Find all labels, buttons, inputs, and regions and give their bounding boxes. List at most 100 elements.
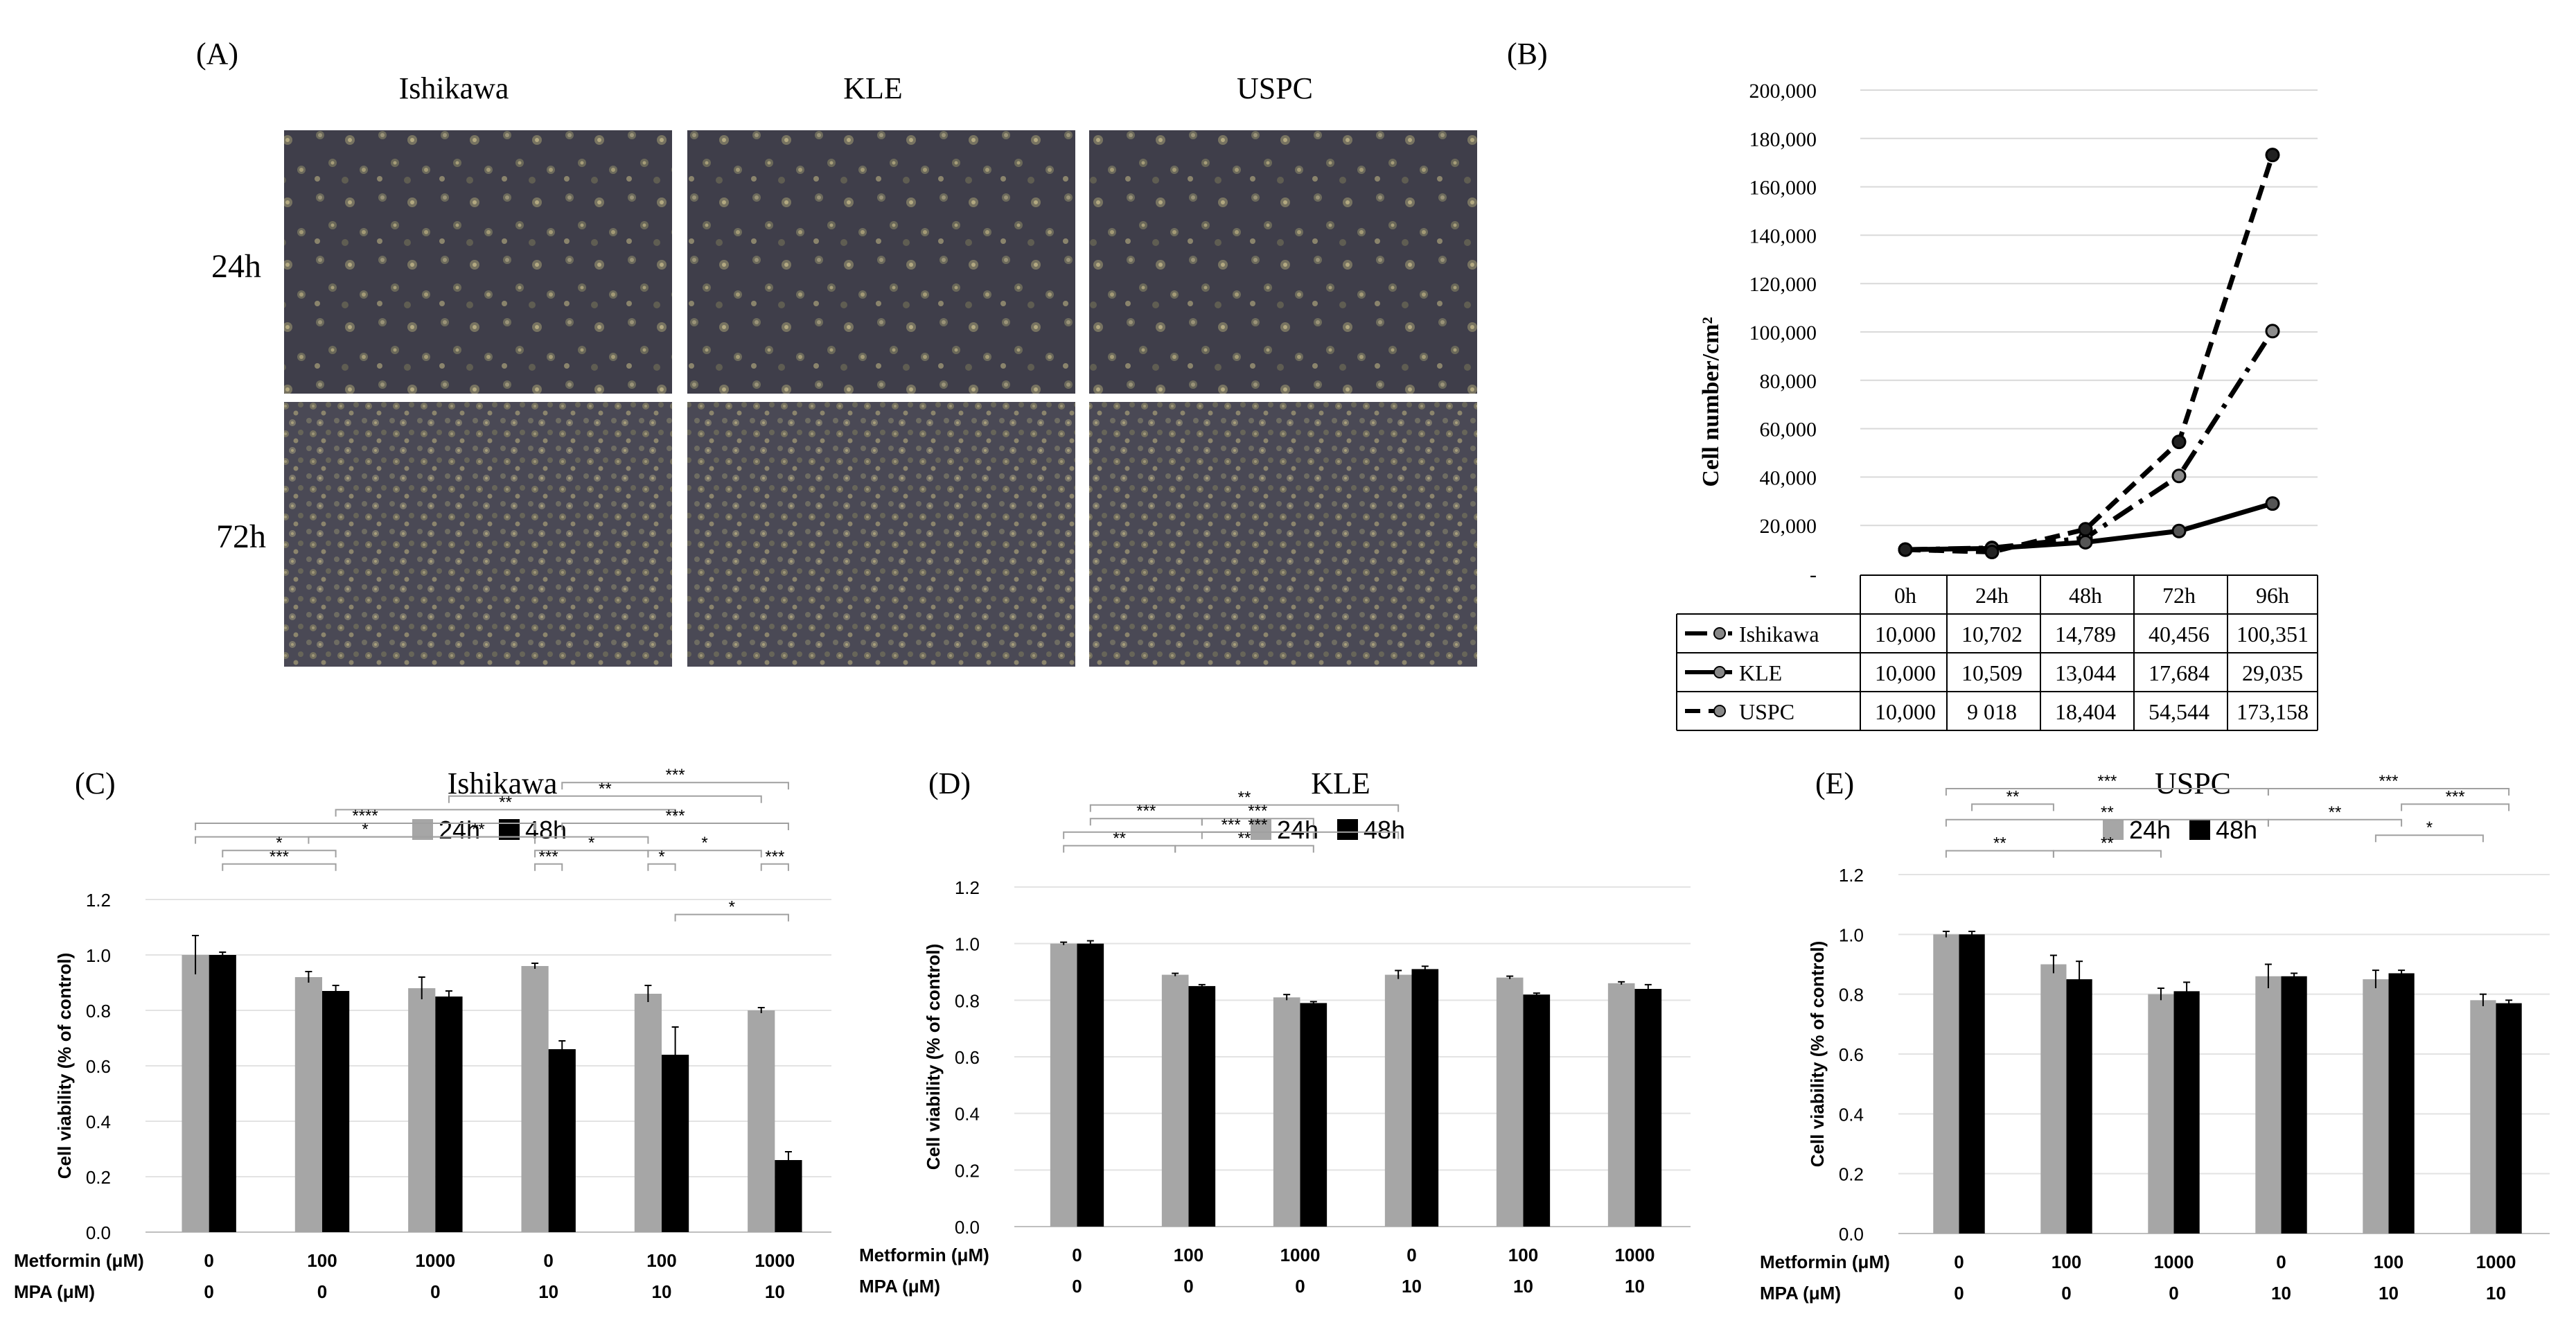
mpa-dose: 10 [765, 1281, 785, 1302]
significance-bracket [674, 913, 789, 922]
bar-24h [408, 988, 436, 1232]
significance-label: *** [666, 807, 685, 825]
panel-a-letter: (A) [196, 37, 238, 71]
data-table: 0h 24h 48h 72h 96h Ishikawa 10,000 10,702 14,789… [1676, 574, 2318, 731]
bar-24h [2040, 964, 2067, 1234]
bar-48h [2388, 973, 2415, 1234]
table-header: 72h [2162, 583, 2196, 608]
legend-label: Ishikawa [1739, 622, 1819, 647]
significance-label: *** [270, 848, 289, 866]
bar-24h [2148, 994, 2174, 1234]
micrograph-uspc-24h [1089, 130, 1477, 394]
metformin-dose: 100 [1508, 1245, 1538, 1265]
panel-a: (A) Ishikawa KLE USPC 24h 72h [196, 37, 1477, 667]
legend-label: USPC [1739, 699, 1794, 724]
y-tick-label: 0.8 [1839, 985, 1864, 1006]
y-tick-label: 40,000 [1760, 466, 1817, 489]
table-cell: 14,789 [2055, 622, 2116, 647]
bar-48h [1188, 985, 1216, 1227]
bar-24h [1050, 943, 1077, 1227]
y-tick-label: 140,000 [1749, 225, 1817, 247]
metformin-dose: 100 [646, 1250, 676, 1271]
data-point [2078, 534, 2093, 550]
significance-label: *** [1248, 816, 1267, 834]
mpa-dose: 0 [1954, 1283, 1964, 1304]
significance-bracket [1201, 818, 1314, 826]
significance-label: ** [2329, 803, 2342, 822]
mpa-dose: 0 [1295, 1276, 1305, 1297]
y-tick-label: 0.0 [86, 1222, 111, 1243]
y-tick-label: 60,000 [1760, 419, 1817, 441]
bar-48h [775, 1160, 802, 1232]
mpa-dose: 0 [430, 1281, 440, 1302]
mpa-dose: 10 [538, 1281, 558, 1302]
mpa-dose: 0 [1072, 1276, 1082, 1297]
y-tick-label: 100,000 [1749, 322, 1817, 344]
data-point [2171, 523, 2187, 538]
mpa-dose: 0 [204, 1281, 213, 1302]
gridlines [1860, 89, 2318, 527]
bar-24h [2470, 1000, 2496, 1234]
y-tick-label: 0.4 [1839, 1104, 1864, 1125]
row-label-metformin: Metformin (μM) [14, 1250, 144, 1271]
significance-label: * [701, 834, 707, 852]
data-point [2265, 324, 2280, 339]
bar-48h [322, 991, 350, 1232]
bar-24h [2255, 976, 2282, 1234]
y-tick-label: 1.2 [86, 890, 111, 911]
table-cell: 10,509 [1961, 660, 2022, 685]
significance-label: *** [765, 848, 784, 866]
data-point [1984, 545, 2000, 560]
y-tick-label: 1.2 [1839, 865, 1864, 886]
row-label-mpa: MPA (μM) [1760, 1283, 1841, 1304]
data-point [2265, 148, 2280, 163]
table-header: 0h [1894, 583, 1916, 608]
significance-bracket [448, 795, 762, 803]
significance-label: **** [352, 807, 378, 825]
row-label-mpa: MPA (μM) [859, 1276, 940, 1297]
table-cell: 10,702 [1961, 622, 2022, 647]
significance-label: ** [2006, 787, 2020, 806]
significance-bracket [760, 863, 789, 871]
bar-24h [1933, 934, 1959, 1234]
significance-bracket [1201, 831, 1314, 839]
panel-b: (B) Cell number/cm² 200,000 180,000 160,00… [1507, 37, 2318, 731]
significance-label: * [276, 834, 282, 852]
panel-letter: (D) [928, 766, 971, 800]
mpa-dose: 0 [317, 1281, 327, 1302]
chart-title: KLE [1311, 766, 1370, 800]
mpa-dose: 0 [1183, 1276, 1193, 1297]
data-point [1898, 542, 1913, 557]
legend-swatch-48h [1337, 819, 1358, 840]
significance-bracket [195, 823, 536, 830]
bar-24h [294, 977, 322, 1232]
bar-24h [1273, 997, 1300, 1227]
micrograph-uspc-72h [1089, 402, 1477, 667]
bar-24h [521, 966, 549, 1232]
table-cell: 18,404 [2055, 699, 2116, 724]
significance-label: ** [1113, 829, 1126, 848]
table-cell: 173,158 [2237, 699, 2309, 724]
table-cell: 17,684 [2149, 660, 2209, 685]
y-tick-label: 200,000 [1749, 80, 1817, 103]
y-tick-label: 0.0 [955, 1217, 980, 1238]
bar-panel-uspc: (E) USPC 24h 48h 0.0 0.2 0.4 0.6 0.8 1.0 1.2 Cell v… [1760, 766, 2550, 1304]
significance-label: ** [1993, 834, 2006, 853]
significance-label: *** [666, 766, 685, 784]
y-tick-label: 120,000 [1749, 273, 1817, 296]
significance-label: * [729, 898, 735, 917]
bar-48h [662, 1055, 689, 1232]
significance-label: *** [2446, 787, 2465, 806]
mpa-dose: 0 [2061, 1283, 2071, 1304]
legend-swatch-24h [1251, 819, 1271, 840]
bar-48h [209, 955, 236, 1232]
y-tick-label: 0.4 [955, 1104, 980, 1125]
significance-bracket [1089, 804, 1400, 812]
bar-48h [1634, 989, 1662, 1227]
data-point [2171, 435, 2187, 450]
bar-48h [2173, 991, 2200, 1234]
row-label-24h: 24h [211, 248, 261, 285]
bar-panel-ishikawa: (C) Ishikawa 24h 48h 0.0 0.2 0.4 0.6 0.8 1.0 1.2 Ce… [14, 766, 831, 1302]
series-line-uspc [1905, 154, 2275, 555]
